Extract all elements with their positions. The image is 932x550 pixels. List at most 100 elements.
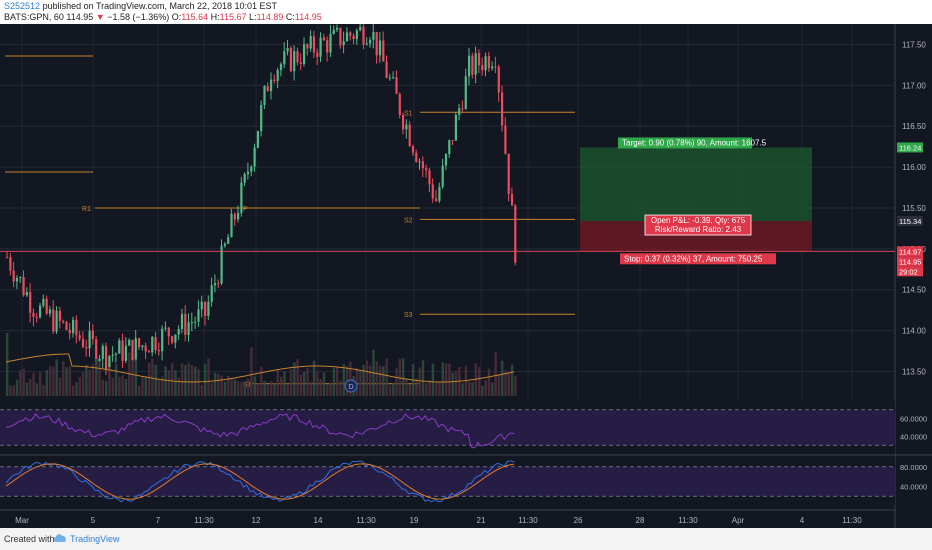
publish-info: S252512 published on TradingView.com, Ma… [4,1,277,11]
price-tick-label: 114.50 [902,286,926,295]
candle-body [316,52,319,57]
candle-body [55,310,58,332]
candle-body [141,345,144,348]
candle-body [329,33,332,53]
tradingview-brand[interactable]: TradingView [70,534,120,544]
candle-body [352,35,355,40]
volume-bar [514,376,517,396]
volume-bar [392,383,395,396]
candle-body [405,124,408,130]
volume-bar [388,385,392,396]
candle-body [237,212,240,220]
high-value: 115.67 [219,12,247,22]
candle-body [464,76,467,109]
price-tick-label: 116.00 [902,163,926,172]
volume-bar [322,372,326,396]
stoch-d-line [5,463,515,500]
candle-body [39,305,42,318]
publish-text: published on TradingView.com, March 22, … [42,1,278,11]
author-link[interactable]: S252512 [4,1,41,11]
volume-bar [91,364,95,396]
candle-body [458,108,461,115]
tradingview-logo-icon [53,534,66,542]
candle-body [19,277,22,279]
candle-body [441,165,444,187]
candle-body [121,340,124,361]
candle-body [233,213,236,220]
candle-body [359,26,362,31]
candle-body [276,70,279,81]
volume-bar [270,381,273,396]
volume-bar [85,364,88,396]
candle-body [468,55,471,77]
volume-bar [484,380,487,396]
volume-bar [336,367,339,396]
volume-bar [121,375,124,396]
volume-bar [108,367,111,396]
volume-bar [78,376,81,396]
candle-body [124,345,127,361]
open-label: O: [171,12,182,22]
chart-canvas[interactable]: 117.50117.00116.50116.00115.50115.00114.… [0,24,932,528]
volume-bar [385,358,388,396]
symbol-label[interactable]: BATS:GPN, 60 [4,12,64,22]
volume-bar [151,358,154,396]
candle-body [501,92,504,126]
candle-body [187,322,190,335]
pivot-label: S1 [404,110,413,117]
candle-body [32,312,35,317]
volume-bar [487,368,491,396]
candle-body [180,314,184,330]
candle-body [336,27,339,30]
candle-body [240,182,243,213]
price-tag-box [897,216,923,227]
candle-body [250,166,253,172]
volume-bar [105,381,108,396]
volume-bar [161,376,164,396]
low-label: L: [249,12,257,22]
volume-bar [497,373,501,396]
dividend-marker-label: D [348,384,353,391]
volume-bar [171,363,174,396]
candle-body [266,86,269,92]
candle-body [504,125,507,154]
volume-bar [217,373,220,396]
volume-ma-line [5,353,515,383]
candle-body [42,298,45,306]
volume-bar [243,381,246,396]
candle-body [497,66,500,93]
candle-body [349,32,352,36]
volume-bar [428,380,431,396]
rr-label: Risk/Reward Ratio: 2.43 [655,225,742,234]
price-tag-label: 114.97 [899,247,921,256]
close-label: C: [285,12,295,22]
candle-body [362,26,365,45]
volume-bar [88,369,91,396]
volume-bar [266,384,270,396]
candle-body [421,161,424,169]
volume-bar [481,385,484,396]
candle-body [435,198,438,201]
candle-body [256,131,259,148]
candle-body [375,32,378,56]
candle-body [345,32,349,42]
candle-body [392,77,395,79]
price-tick-label: 117.50 [902,40,926,49]
volume-bar [55,359,58,396]
close-value: 114.95 [294,12,322,22]
volume-bar [395,368,398,396]
pivot-label: R1 [82,206,91,213]
volume-bar [398,358,402,396]
open-value: 115.64 [181,12,209,22]
volume-bar [438,382,441,396]
volume-bar [342,363,345,396]
candle-body [154,336,157,350]
volume-bar [138,385,141,396]
volume-bar [240,381,243,396]
candle-body [309,36,312,49]
volume-bar [375,361,378,396]
volume-bar [421,360,425,396]
volume-bar [431,363,435,396]
candle-body [303,44,306,64]
volume-bar [197,369,200,396]
